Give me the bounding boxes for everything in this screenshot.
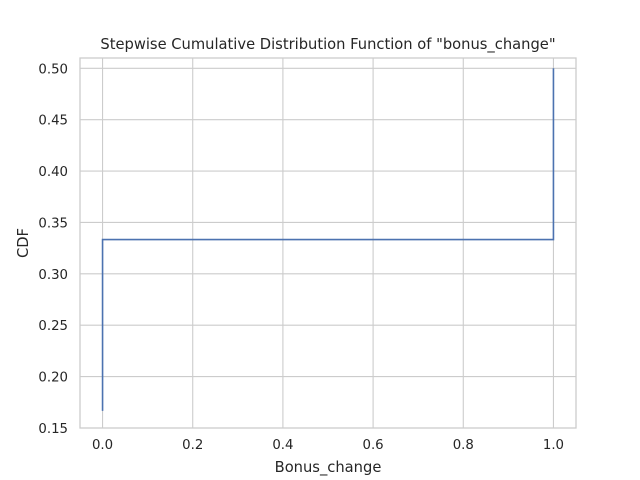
y-tick-label: 0.15 <box>38 422 68 437</box>
y-axis-label: CDF <box>15 228 32 258</box>
y-tick-labels: 0.15 0.20 0.25 0.30 0.35 0.40 0.45 0.50 <box>38 62 68 437</box>
chart-title: Stepwise Cumulative Distribution Functio… <box>100 36 555 53</box>
x-tick-label: 0.2 <box>182 438 203 453</box>
y-tick-label: 0.50 <box>38 62 68 77</box>
y-tick-label: 0.20 <box>38 371 68 386</box>
y-tick-label: 0.30 <box>38 268 68 283</box>
y-tick-label: 0.35 <box>38 216 68 231</box>
y-tick-label: 0.40 <box>38 165 68 180</box>
cdf-step-line <box>101 68 555 411</box>
x-axis-label: Bonus_change <box>275 459 382 476</box>
x-tick-label: 1.0 <box>543 438 564 453</box>
x-tick-label: 0.6 <box>363 438 384 453</box>
series-layer <box>101 68 555 411</box>
y-tick-label: 0.25 <box>38 319 68 334</box>
x-tick-labels: 0.0 0.2 0.4 0.6 0.8 1.0 <box>92 438 564 453</box>
y-tick-label: 0.45 <box>38 114 68 129</box>
x-tick-label: 0.4 <box>272 438 293 453</box>
plot-frame <box>79 57 577 429</box>
x-tick-label: 0.8 <box>453 438 474 453</box>
x-tick-label: 0.0 <box>92 438 113 453</box>
